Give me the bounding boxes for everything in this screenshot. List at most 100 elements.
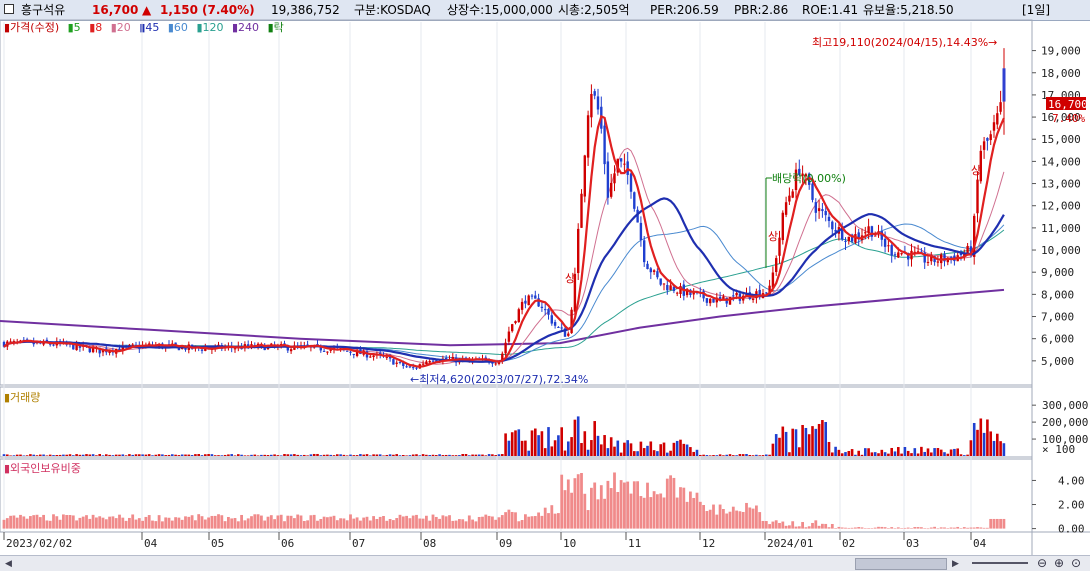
foreign-ratio-bar — [395, 518, 399, 529]
foreign-ratio-bar — [309, 515, 313, 529]
volume-bar — [586, 449, 590, 456]
foreign-ratio-bar — [903, 527, 907, 529]
foreign-ratio-bar — [781, 521, 785, 529]
zoom-slider[interactable] — [972, 562, 1028, 564]
volume-bar — [48, 454, 52, 456]
legend-dividend[interactable]: ▮락 — [267, 21, 284, 34]
candle-body — [319, 346, 322, 351]
foreign-ratio-bar — [434, 516, 438, 529]
legend-ma8[interactable]: ▮8 — [89, 21, 103, 34]
volume-bar — [827, 441, 831, 456]
volume-bar — [468, 455, 471, 456]
foreign-ratio-bar — [992, 518, 996, 529]
foreign-ratio-bar — [477, 516, 481, 529]
volume-bar — [510, 432, 514, 456]
volume-bar — [187, 454, 191, 456]
foreign-ratio-bar — [784, 525, 788, 529]
candle-body — [639, 222, 643, 241]
scroll-right-icon[interactable]: ▶ — [952, 559, 959, 569]
scroll-left-icon[interactable]: ◀ — [5, 559, 12, 569]
legend-ma60[interactable]: ▮60 — [167, 21, 188, 34]
stock-checkbox[interactable] — [4, 4, 14, 14]
volume-bar — [613, 446, 616, 456]
candle-body — [610, 182, 613, 197]
volume-bar — [860, 454, 864, 456]
volume-bar — [771, 443, 775, 456]
volume-bar — [553, 440, 557, 456]
volume-bar — [626, 440, 629, 456]
x-tick-label: 07 — [352, 537, 365, 550]
legend-ma5[interactable]: ▮5 — [67, 21, 81, 34]
volume-bar — [768, 454, 771, 456]
scroll-thumb[interactable] — [855, 558, 947, 570]
volume-bar — [372, 454, 375, 456]
volume-bar — [550, 446, 554, 456]
price-change: 1,150 — [160, 3, 198, 17]
foreign-ratio-bar — [867, 528, 870, 529]
volume-bar — [870, 452, 874, 456]
volume-bar — [114, 454, 118, 456]
volume-bar — [596, 435, 600, 456]
candle-body — [817, 208, 821, 212]
x-tick-label: 2023/02/02 — [6, 537, 72, 550]
candle-body — [98, 347, 101, 354]
volume-bar — [448, 454, 451, 456]
volume-bar — [543, 448, 547, 456]
volume-bar — [260, 454, 263, 456]
candle-body — [349, 351, 352, 353]
volume-bar — [609, 437, 613, 456]
volume-bar — [316, 453, 319, 456]
volume-bar — [58, 454, 62, 456]
volume-bar — [883, 452, 887, 456]
volume-pane-title: ▮거래량 — [4, 391, 41, 404]
candle-body — [692, 292, 695, 295]
candle-body — [593, 91, 596, 96]
legend-price[interactable]: ▮가격(수정) — [4, 21, 60, 34]
candle-body — [966, 245, 969, 254]
foreign-ratio-bar — [850, 527, 854, 529]
volume-bar — [675, 440, 679, 456]
candle-body — [811, 183, 814, 200]
legend-ma20[interactable]: ▮20 — [110, 21, 131, 34]
zoom-in-icon[interactable]: ⊕ — [1054, 556, 1065, 570]
foreign-ratio-bar — [174, 517, 177, 529]
candle-body — [986, 138, 989, 141]
foreign-ratio-bar — [573, 478, 577, 529]
legend-ma120[interactable]: ▮120 — [196, 21, 224, 34]
volume-bar — [926, 448, 930, 456]
legend-ma45[interactable]: ▮45 — [139, 21, 160, 34]
zoom-out-icon[interactable]: ⊖ — [1037, 556, 1048, 570]
price-change-pct: (7.40%) — [202, 3, 255, 17]
foreign-ratio-bar — [712, 504, 715, 529]
foreign-ratio-bar — [675, 497, 679, 529]
candle-body — [606, 161, 610, 198]
volume-bar — [29, 454, 32, 456]
volume-bar — [593, 421, 596, 456]
volume-bar — [296, 454, 299, 456]
candle-body — [672, 286, 676, 292]
ma120-path — [3, 229, 1005, 356]
candle-body — [88, 348, 91, 353]
foreign-ratio-bar — [590, 487, 593, 529]
candle-body — [847, 236, 850, 242]
foreign-ratio-bar — [22, 516, 26, 529]
volume-bar — [992, 440, 996, 456]
foreign-ratio-bar — [342, 518, 346, 529]
zoom-reset-icon[interactable]: ⊙ — [1071, 556, 1082, 570]
period-selector[interactable]: [1일] — [1022, 3, 1051, 17]
volume-bar — [204, 454, 207, 456]
pbr-value: PBR:2.86 — [734, 3, 789, 17]
chart-scrollbar[interactable]: ◀ ▶ ⊖ ⊕ ⊙ — [0, 555, 1090, 571]
foreign-ratio-bar — [692, 497, 696, 529]
candle-body — [570, 309, 573, 334]
foreign-ratio-bar — [266, 516, 270, 529]
foreign-ratio-bar — [355, 517, 359, 529]
volume-bar — [963, 455, 966, 456]
volume-bar — [530, 430, 534, 456]
legend-ma240[interactable]: ▮240 — [232, 21, 260, 34]
foreign-ratio-bar — [98, 516, 102, 529]
foreign-ratio-bar — [883, 527, 887, 529]
stock-name[interactable]: 흥구석유 — [21, 3, 66, 17]
high-annotation: 최고19,110(2024/04/15),14.43%→ — [812, 36, 997, 49]
